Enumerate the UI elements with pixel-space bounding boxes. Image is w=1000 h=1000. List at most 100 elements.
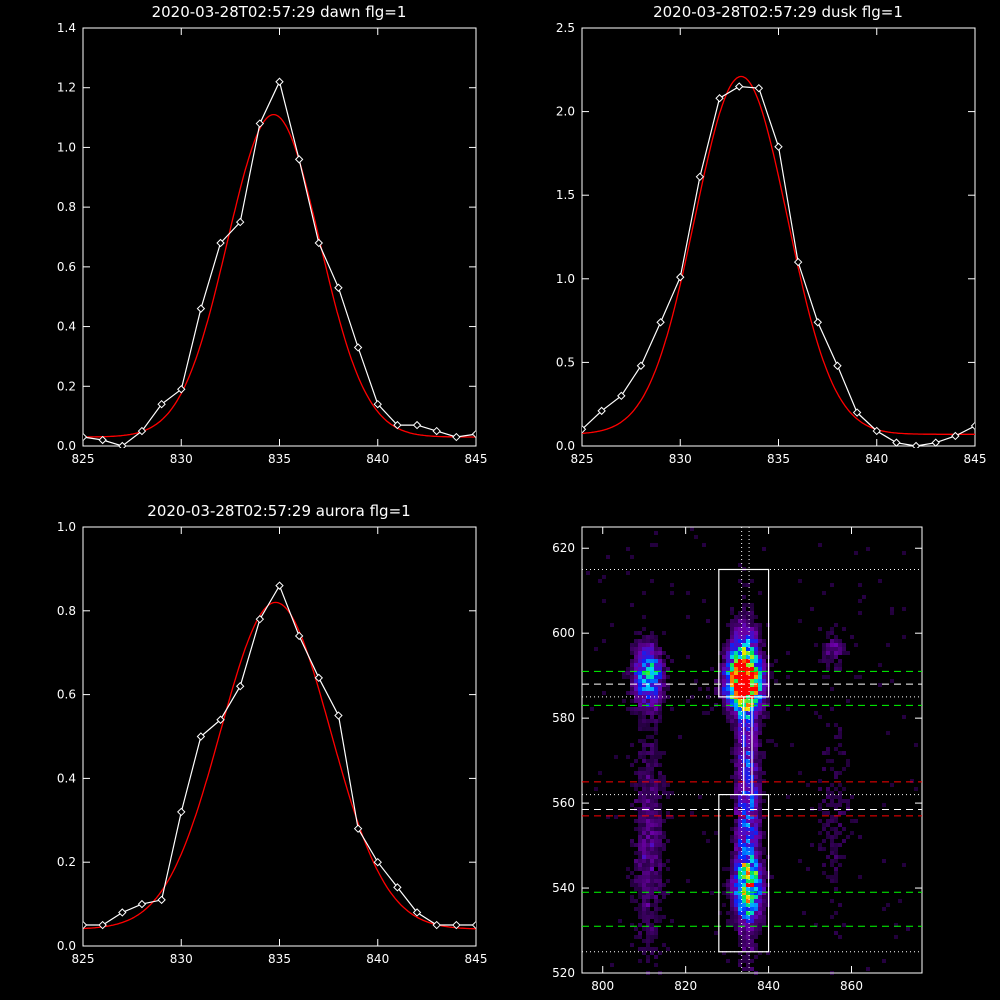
heatmap-cell [758, 815, 762, 819]
heatmap-cell [710, 667, 714, 671]
heatmap-cell [846, 759, 850, 763]
heatmap-cell [646, 743, 650, 747]
data-point [715, 94, 724, 103]
heatmap-cell [686, 655, 690, 659]
heatmap-cell [638, 895, 642, 899]
heatmap-cell [654, 847, 658, 851]
heatmap-cell [658, 875, 662, 879]
heatmap-cell [734, 707, 738, 711]
heatmap-cell [758, 767, 762, 771]
heatmap-cell [742, 827, 746, 831]
heatmap-cell [758, 783, 762, 787]
y-tick-label: 1.4 [57, 21, 76, 35]
heatmap-cell [658, 891, 662, 895]
heatmap-cell [638, 807, 642, 811]
heatmap-cell [726, 667, 730, 671]
heatmap-cell [898, 899, 902, 903]
heatmap-cell [826, 631, 830, 635]
heatmap-cell [730, 671, 734, 675]
heatmap-cell [638, 775, 642, 779]
heatmap-cell [654, 811, 658, 815]
heatmap-cell [774, 679, 778, 683]
heatmap-cell [742, 639, 746, 643]
heatmap-cell [650, 831, 654, 835]
heatmap-cell [842, 643, 846, 647]
heatmap-cell [826, 831, 830, 835]
heatmap-cell [634, 867, 638, 871]
heatmap-cell [750, 887, 754, 891]
heatmap-cell [654, 919, 658, 923]
heatmap-cell [730, 679, 734, 683]
heatmap-cell [758, 687, 762, 691]
heatmap-cell [834, 623, 838, 627]
heatmap-cell [758, 899, 762, 903]
heatmap-cell [662, 847, 666, 851]
heatmap-cell [726, 711, 730, 715]
heatmap-cell [650, 639, 654, 643]
heatmap-cell [818, 715, 822, 719]
heatmap-cell [662, 915, 666, 919]
heatmap-cell [614, 755, 618, 759]
heatmap-cell [730, 859, 734, 863]
heatmap-cell [658, 755, 662, 759]
heatmap-cell [634, 655, 638, 659]
heatmap-cell [738, 791, 742, 795]
heatmap-cell [750, 687, 754, 691]
heatmap-cell [750, 947, 754, 951]
heatmap-cell [750, 959, 754, 963]
heatmap-cell [754, 911, 758, 915]
heatmap-cell [670, 919, 674, 923]
heatmap-cell [650, 647, 654, 651]
heatmap-cell [750, 611, 754, 615]
heatmap-cell [646, 947, 650, 951]
heatmap-cell [786, 651, 790, 655]
heatmap-cell [642, 667, 646, 671]
data-point [83, 432, 88, 442]
heatmap-cell [650, 747, 654, 751]
data-point [98, 435, 107, 445]
heatmap-cell [722, 679, 726, 683]
heatmap-cell [662, 675, 666, 679]
heatmap-cell [734, 771, 738, 775]
heatmap-cell [730, 643, 734, 647]
heatmap-cell [738, 923, 742, 927]
heatmap-cell [746, 635, 750, 639]
heatmap-cell [730, 923, 734, 927]
heatmap-cell [746, 707, 750, 711]
heatmap-cell [750, 667, 754, 671]
heatmap-cell [854, 819, 858, 823]
heatmap-cell [758, 951, 762, 955]
heatmap-cell [738, 919, 742, 923]
heatmap-cell [830, 815, 834, 819]
heatmap-cell [630, 683, 634, 687]
heatmap-cell [638, 959, 642, 963]
heatmap-cell [830, 843, 834, 847]
heatmap-cell [750, 799, 754, 803]
heatmap-cell [734, 667, 738, 671]
heatmap-cell [730, 639, 734, 643]
data-point [892, 438, 901, 447]
heatmap-cell [730, 607, 734, 611]
heatmap-cell [758, 691, 762, 695]
heatmap-cell [758, 703, 762, 707]
heatmap-cell [754, 883, 758, 887]
heatmap-cell [658, 719, 662, 723]
heatmap-cell [650, 875, 654, 879]
heatmap-cell [826, 787, 830, 791]
heatmap-cell [658, 763, 662, 767]
heatmap-cell [826, 663, 830, 667]
heatmap-cell [754, 799, 758, 803]
plot-frame [82, 27, 477, 447]
heatmap-cell [846, 651, 850, 655]
heatmap-cell [730, 899, 734, 903]
heatmap-cell [742, 943, 746, 947]
heatmap-cell [834, 835, 838, 839]
heatmap-cell [854, 675, 858, 679]
y-tick-label: 0.2 [57, 855, 76, 869]
heatmap-cell [738, 887, 742, 891]
heatmap-cell [834, 635, 838, 639]
heatmap-cell [758, 799, 762, 803]
heatmap-cell [738, 735, 742, 739]
heatmap-cell [758, 875, 762, 879]
heatmap-cell [638, 847, 642, 851]
